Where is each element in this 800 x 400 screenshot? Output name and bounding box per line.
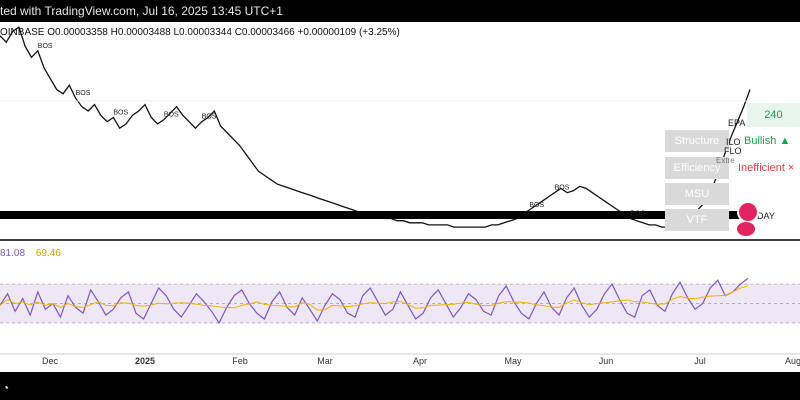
ilo-label: ILO (726, 137, 741, 147)
bullish-label: Bullish ▲ (744, 135, 791, 147)
rsi-readout: 81.08 69.46 (0, 248, 61, 259)
bos-label-3: BOS (164, 112, 179, 119)
x-tick-label-4: Apr (413, 356, 427, 366)
close-value: C0.00003466 (234, 27, 295, 38)
symbol-label: OINBASE (0, 27, 45, 38)
ohlc-readout: OINBASE O0.00003358 H0.00003488 L0.00003… (0, 27, 400, 38)
bottom-bar (0, 372, 800, 400)
rsi-pane (0, 277, 800, 325)
page-title: ted with TradingView.com, Jul 16, 2025 1… (0, 4, 283, 18)
x-tick-label-6: Jun (599, 356, 614, 366)
x-axis: Dec 2025 Feb Mar Apr May Jun Jul Aug (0, 353, 800, 366)
bos-label-6: BOS (555, 185, 570, 192)
rsi-ma-value: 69.46 (35, 248, 61, 259)
bos-label-5: BOS (529, 202, 544, 209)
extreme-label: Extre (716, 156, 735, 165)
rsi-ma-line (0, 285, 749, 311)
flag-icon[interactable] (737, 222, 755, 236)
structure-button[interactable]: Structure (665, 130, 729, 152)
top-bar: ted with TradingView.com, Jul 16, 2025 1… (0, 0, 800, 22)
rsi-value: 81.08 (0, 248, 26, 259)
bos-label-0: BOS (38, 43, 53, 50)
change-value: +0.00000109 (+3.25%) (297, 27, 400, 38)
bos-label-1: BOS (76, 90, 91, 97)
bos-label-4: BOS (202, 114, 217, 121)
low-value: L0.00003344 (173, 27, 232, 38)
bos-label-7: BOS (630, 211, 645, 218)
efficiency-button[interactable]: Efficiency (665, 157, 729, 179)
x-tick-label-3: Mar (317, 356, 333, 366)
x-tick-label-2: Feb (232, 356, 248, 366)
x-tick-label-5: May (504, 356, 522, 366)
msu-button[interactable]: MSU (665, 183, 729, 205)
vtf-button[interactable]: VTF (665, 209, 729, 231)
x-tick-label-7: Jul (694, 356, 706, 366)
flo-label: FLO (724, 146, 742, 156)
support-band (0, 211, 750, 219)
tradingview-logo-icon: ◔ (2, 381, 10, 395)
x-tick-label-0: Dec (42, 356, 59, 366)
x-tick-label-1: 2025 (135, 356, 155, 366)
epa-label: EPA (728, 118, 746, 128)
price-tag: 240 (747, 103, 800, 127)
x-tick-label-8: Aug (785, 356, 800, 366)
high-value: H0.00003488 (110, 27, 171, 38)
bos-label-2: BOS (113, 110, 128, 117)
day-label: DAY (757, 211, 775, 221)
inefficient-label: Inefficient × (738, 162, 795, 174)
alert-icon[interactable] (737, 201, 759, 223)
rsi-line (0, 277, 749, 325)
open-value: O0.00003358 (47, 27, 108, 38)
